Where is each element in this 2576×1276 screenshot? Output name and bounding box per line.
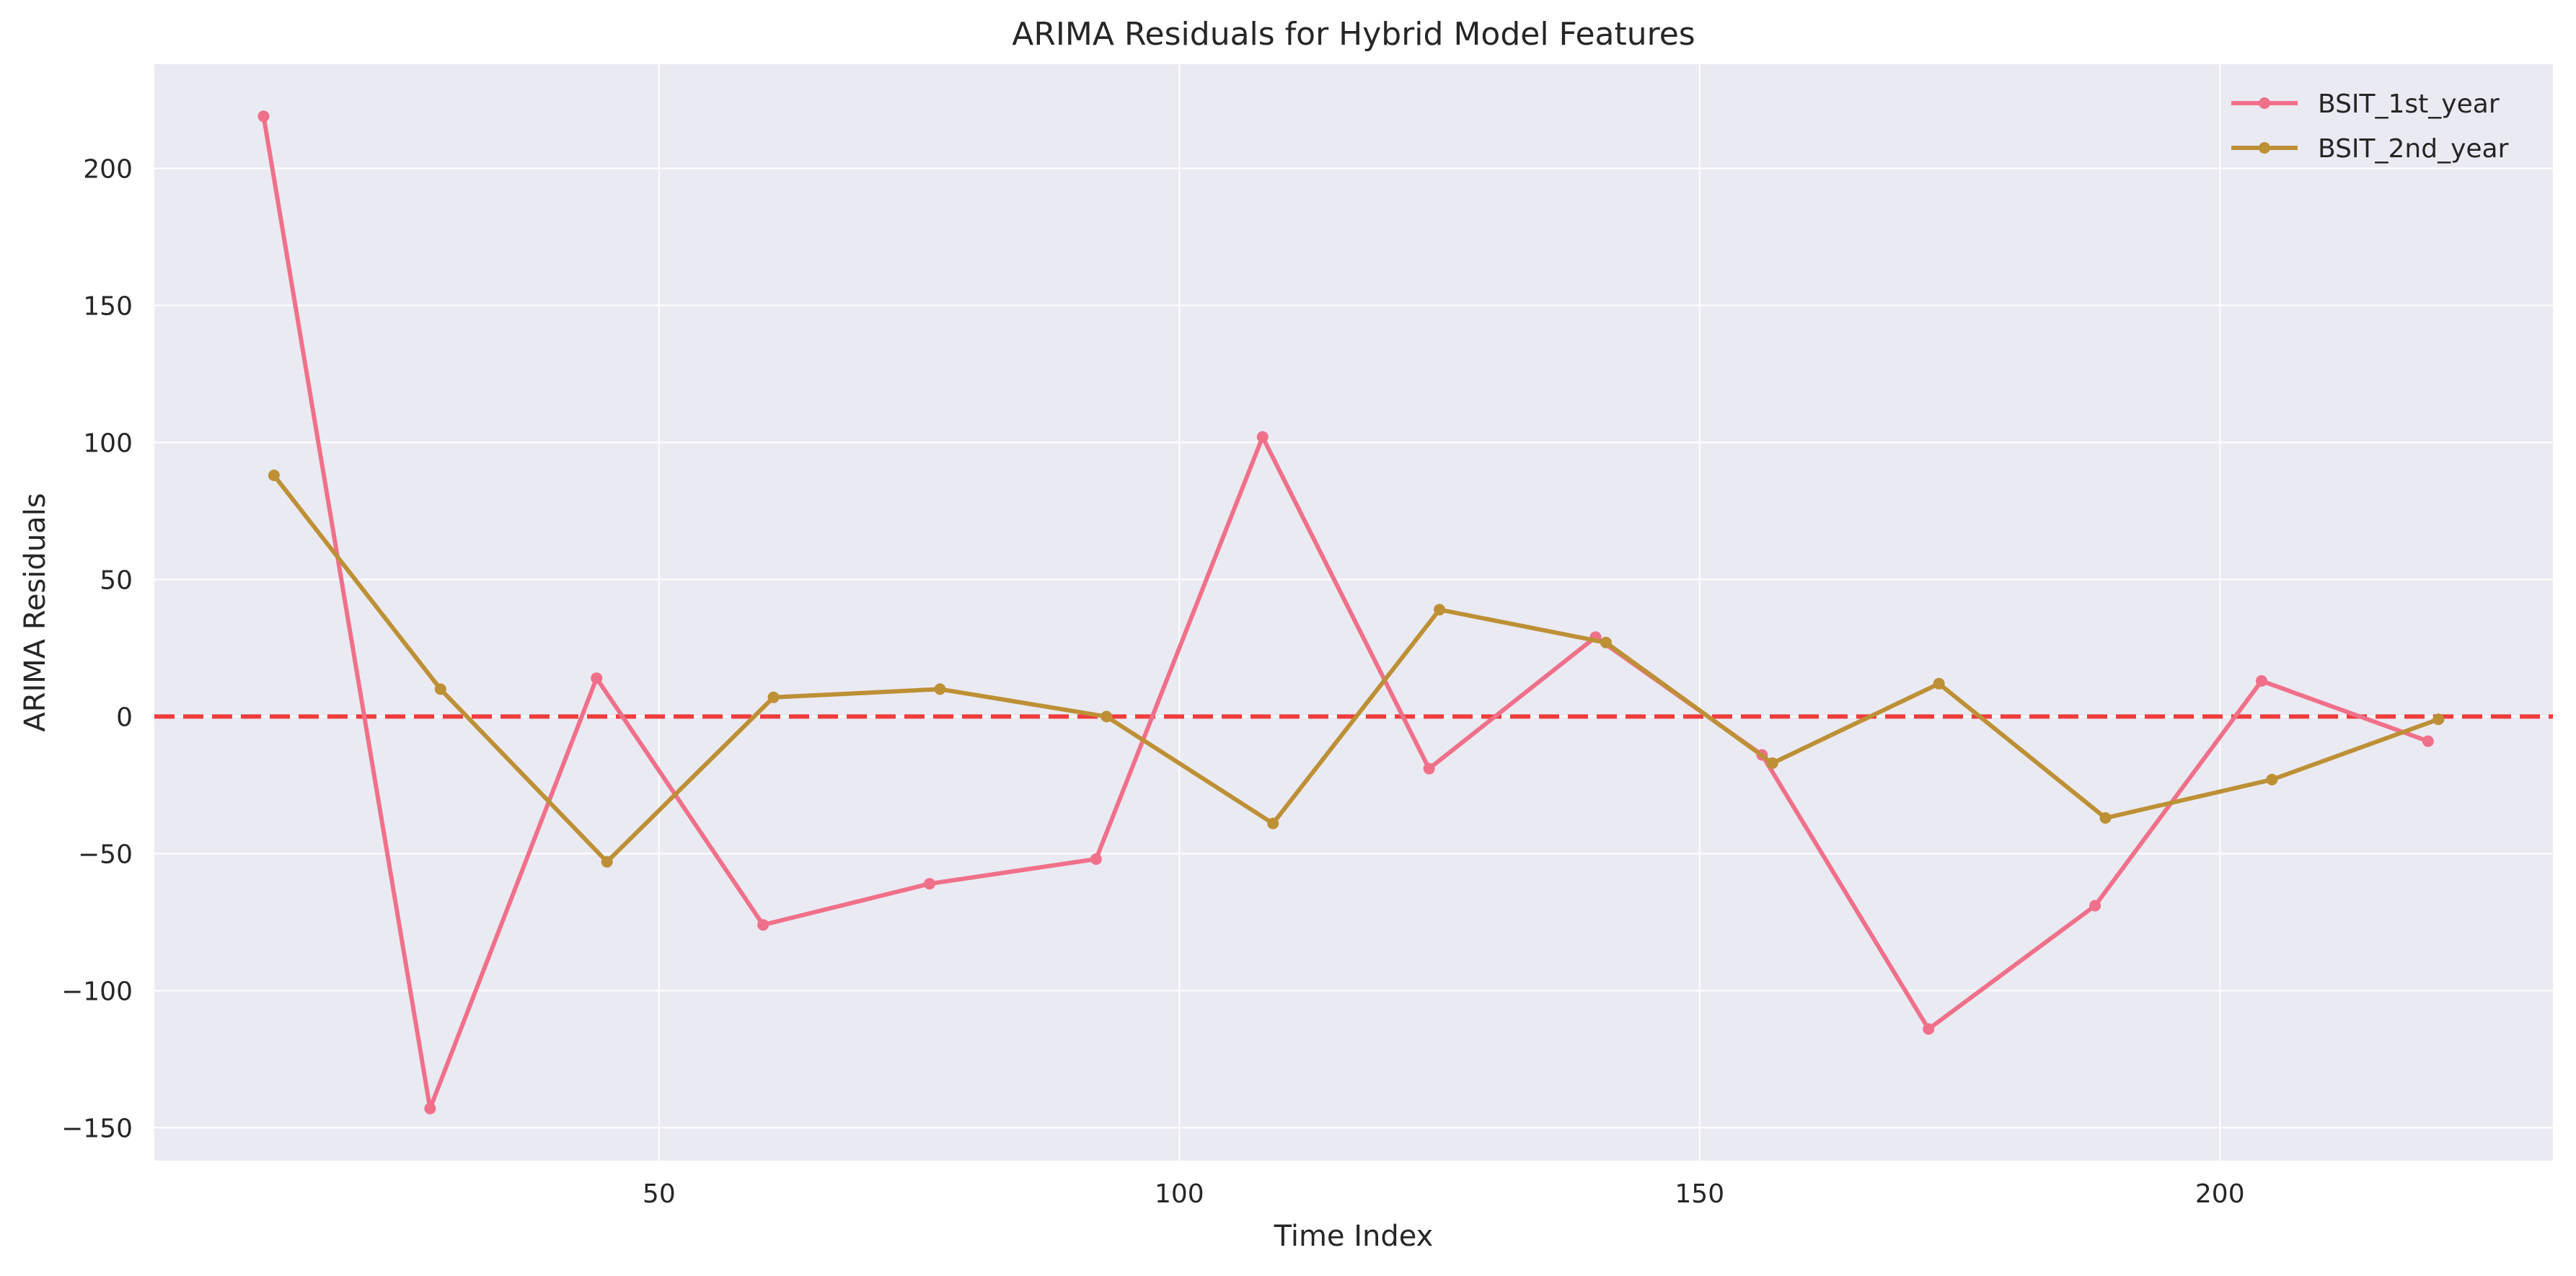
- data-point: [591, 672, 603, 685]
- y-tick-label: 50: [100, 566, 133, 595]
- x-axis-label: Time Index: [1274, 1220, 1434, 1253]
- x-tick-label: 200: [2195, 1179, 2245, 1209]
- data-point: [2089, 899, 2101, 912]
- data-point: [268, 470, 280, 481]
- data-point: [424, 1102, 436, 1114]
- y-tick-label: 150: [83, 291, 133, 321]
- series-line: [271, 473, 2441, 864]
- data-point: [757, 919, 769, 931]
- y-tick-label: −150: [61, 1114, 133, 1143]
- data-point: [2255, 675, 2267, 687]
- data-point: [257, 110, 270, 123]
- series-BSIT_2nd_year: [268, 470, 2445, 868]
- data-point: [601, 855, 613, 868]
- data-point: [2422, 735, 2434, 747]
- data-point: [934, 683, 946, 695]
- data-point: [2432, 713, 2445, 726]
- legend-swatch-marker: [2259, 142, 2270, 154]
- chart-title: ARIMA Residuals for Hybrid Model Feature…: [1012, 16, 1695, 53]
- data-point: [1923, 1023, 1935, 1035]
- y-tick-label: 0: [116, 703, 133, 732]
- data-point: [1600, 636, 1612, 648]
- legend-label: BSIT_2nd_year: [2318, 134, 2509, 164]
- tick-labels: 50 100 150 200 −150 −100 −50 0 50 100 150 200: [61, 154, 2245, 1209]
- legend-swatch-marker: [2259, 97, 2270, 109]
- y-tick-label: 100: [83, 428, 133, 458]
- data-point: [2099, 812, 2112, 824]
- data-point: [1766, 757, 1778, 769]
- legend: BSIT_1st_year BSIT_2nd_year: [2231, 89, 2509, 164]
- x-tick-label: 150: [1675, 1179, 1724, 1209]
- y-tick-label: −100: [61, 977, 133, 1006]
- y-axis-label: ARIMA Residuals: [19, 493, 52, 731]
- grid-lines: [154, 64, 2553, 1161]
- data-point: [1267, 817, 1279, 830]
- data-point: [1933, 677, 1945, 690]
- series-group: [257, 110, 2445, 1114]
- y-tick-label: −50: [78, 840, 133, 869]
- data-point: [1434, 604, 1446, 616]
- data-point: [2266, 773, 2278, 786]
- y-tick-label: 200: [83, 154, 133, 184]
- plot-area: [154, 64, 2553, 1161]
- data-point: [1090, 853, 1102, 865]
- data-point: [1100, 710, 1113, 723]
- data-point: [767, 691, 780, 703]
- data-point: [1423, 762, 1435, 775]
- x-tick-label: 50: [643, 1179, 676, 1209]
- data-point: [434, 683, 446, 695]
- data-point: [923, 878, 935, 890]
- data-point: [1256, 431, 1269, 443]
- legend-label: BSIT_1st_year: [2318, 89, 2500, 119]
- x-tick-label: 100: [1155, 1179, 1204, 1209]
- series-line: [261, 114, 2430, 1111]
